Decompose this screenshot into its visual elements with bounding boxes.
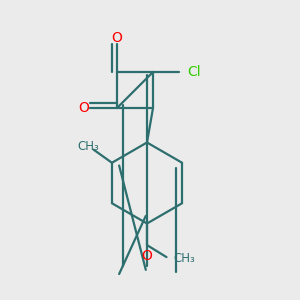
Text: O: O xyxy=(78,101,89,115)
Text: O: O xyxy=(112,31,122,45)
Text: O: O xyxy=(142,249,152,263)
Text: CH₃: CH₃ xyxy=(77,140,99,153)
Text: CH₃: CH₃ xyxy=(173,252,195,265)
Text: Cl: Cl xyxy=(188,65,201,79)
